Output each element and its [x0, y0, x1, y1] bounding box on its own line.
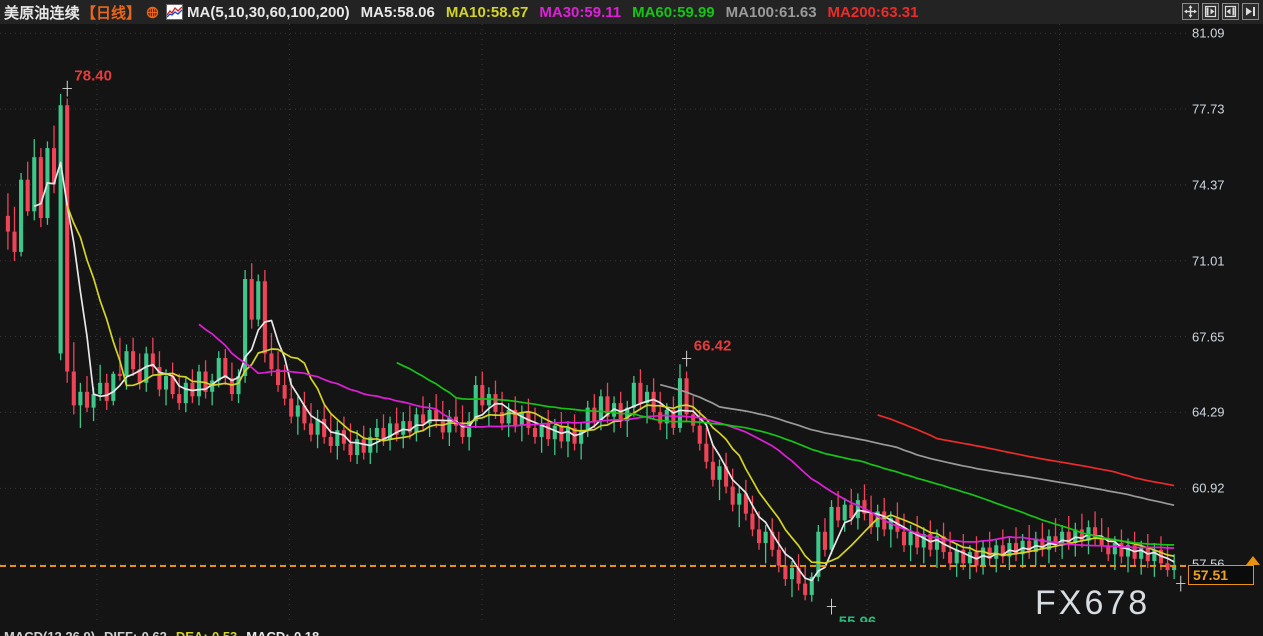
indicator-subpanel-label: MACD(12,26,9) DIFF:-0.62 DEA:-0.53 MACD:-0.… [4, 630, 328, 636]
symbol-name: 美原油连续 [4, 4, 81, 22]
crosshair-tool-icon[interactable] [1182, 3, 1199, 20]
price-tick-label: 74.37 [1192, 177, 1225, 193]
annotation-label: 55.96 [839, 614, 877, 622]
price-tick-label: 60.92 [1192, 480, 1225, 496]
annotation-label: 78.40 [74, 67, 112, 85]
price-tick-label: 77.73 [1192, 101, 1225, 117]
indicator-subpanel-token: MACD(12,26,9) [4, 630, 95, 636]
last-price-tag: 57.51 [1188, 565, 1254, 586]
indicator-subpanel: MACD(12,26,9) DIFF:-0.62 DEA:-0.53 MACD:-0.… [0, 630, 1263, 636]
globe-icon[interactable] [146, 6, 159, 19]
price-tick-label: 67.65 [1192, 329, 1225, 345]
chart-plot-area[interactable]: ┼78.40┼66.42┼55.96┼57.01 FX678 [0, 24, 1186, 622]
price-tick-label: 64.29 [1192, 404, 1225, 420]
price-tick-label: 81.09 [1192, 25, 1225, 41]
zoom-left-tool-icon[interactable] [1202, 3, 1219, 20]
ma200-value: MA200:63.31 [827, 3, 919, 21]
annotation-marker-icon: ┼ [1176, 575, 1186, 591]
period-label: 【日线】 [81, 4, 142, 22]
indicator-subpanel-token: MACD:-0.18 [246, 630, 319, 636]
ma60-value: MA60:59.99 [632, 3, 715, 21]
annotation-marker-icon: ┼ [826, 598, 837, 614]
last-price-arrow-icon [1246, 556, 1260, 566]
annotation-marker-icon: ┼ [681, 350, 692, 366]
scroll-end-tool-icon[interactable] [1242, 3, 1259, 20]
price-axis[interactable]: 81.09 77.73 74.37 71.01 67.65 64.29 60.92 57.56… [1186, 24, 1263, 622]
price-tick-label: 71.01 [1192, 253, 1225, 269]
indicator-subpanel-token: DEA:-0.53 [176, 630, 237, 636]
ma30-value: MA30:59.11 [539, 3, 622, 21]
zoom-right-tool-icon[interactable] [1222, 3, 1239, 20]
candlestick-canvas [0, 24, 1186, 622]
annotation-marker-icon: ┼ [62, 80, 72, 96]
last-price-line [0, 565, 1186, 568]
indicator-label: MA(5,10,30,60,100,200) [187, 3, 350, 21]
ma100-value: MA100:61.63 [725, 3, 817, 21]
annotation-label: 66.42 [693, 337, 732, 355]
ma10-value: MA10:58.67 [445, 3, 529, 21]
watermark: FX678 [1035, 584, 1151, 622]
chart-header: 美原油连续 【日线】 MA(5,10,30,60,100,200) MA5:58… [0, 0, 1263, 24]
ma-indicator-icon[interactable] [166, 4, 184, 20]
indicator-subpanel-token: DIFF:-0.62 [104, 630, 167, 636]
ma5-value: MA5:58.06 [360, 3, 435, 21]
chart-toolbar [1182, 3, 1259, 20]
